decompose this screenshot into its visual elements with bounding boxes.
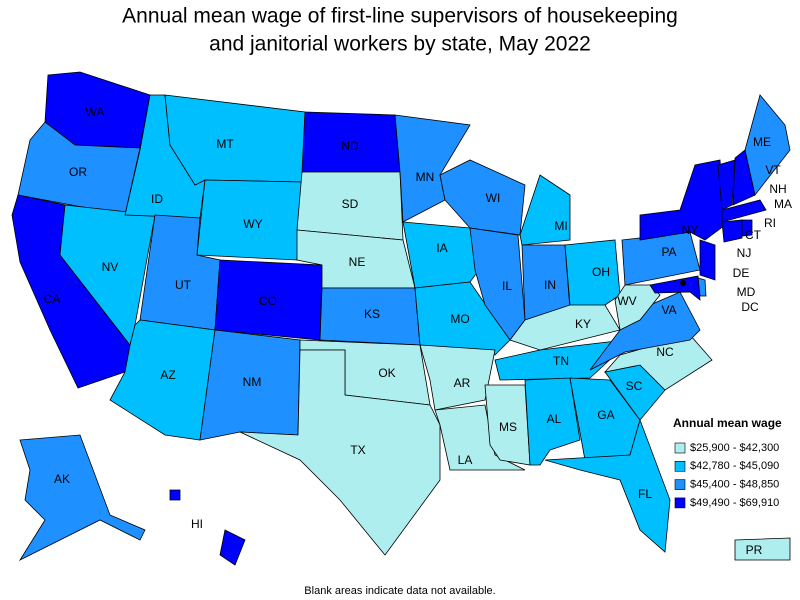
state-region — [239, 349, 441, 556]
legend-label: $49,490 - $69,910 — [690, 497, 779, 509]
state-region — [680, 280, 686, 286]
state-label: SC — [626, 379, 643, 393]
state-label: CO — [259, 294, 277, 308]
state-label: OH — [592, 265, 610, 279]
state-label: MS — [499, 420, 517, 434]
state-label: NC — [656, 345, 674, 359]
state-label: MT — [216, 137, 234, 151]
state-label: IN — [544, 278, 556, 292]
legend-swatch — [674, 479, 686, 490]
state-region — [744, 94, 791, 196]
state-label: PA — [661, 245, 676, 259]
state-label: NV — [102, 260, 119, 274]
state-region — [414, 281, 511, 356]
state-labels: WA OR CA NV ID MT WY UT AZ CO NM ND SD NE KS OK TX MN IA MO… — [44, 105, 792, 557]
legend-label: $25,900 - $42,300 — [690, 442, 779, 454]
legend-label: $45,400 - $48,850 — [690, 479, 779, 491]
state-label: NY — [682, 223, 699, 237]
legend-title: Annual mean wage — [673, 416, 782, 430]
state-region — [519, 174, 571, 246]
state-label: UT — [175, 278, 192, 292]
state-label: DC — [741, 300, 759, 314]
legend-swatch — [674, 497, 686, 509]
state-region — [434, 404, 526, 471]
title-line: Annual mean wage of first-line superviso… — [122, 5, 678, 28]
state-region — [439, 159, 526, 236]
state-label: NE — [349, 255, 366, 269]
state-label: TX — [350, 443, 365, 457]
state-label: SD — [342, 197, 359, 211]
state-label: KY — [575, 317, 591, 331]
state-label: MO — [450, 312, 469, 326]
state-label: WV — [617, 294, 636, 308]
legend: $25,900 - $42,300 $42,780 - $45,090 $45,40… — [674, 442, 779, 509]
state-label: LA — [458, 453, 473, 467]
state-region — [734, 537, 791, 561]
legend-label: $42,780 - $45,090 — [690, 460, 779, 472]
state-region — [699, 239, 716, 281]
state-region — [721, 199, 767, 223]
state-label: WY — [243, 217, 262, 231]
state-label: VT — [765, 163, 781, 177]
state-label: AK — [54, 472, 70, 486]
state-label: DE — [733, 266, 750, 280]
state-label: NJ — [737, 246, 752, 260]
state-label: TN — [553, 354, 569, 368]
state-label: WA — [86, 105, 105, 119]
state-label: IA — [436, 241, 447, 255]
states — [11, 71, 791, 566]
state-label: ND — [341, 139, 359, 153]
state-label: ME — [753, 135, 771, 149]
state-label: MN — [416, 170, 435, 184]
state-region — [419, 344, 496, 411]
state-region — [484, 384, 531, 466]
state-region — [169, 489, 181, 501]
state-label: MI — [554, 219, 567, 233]
state-label: AL — [547, 412, 562, 426]
state-label: RI — [764, 216, 776, 230]
title-line: and janitorial workers by state, May 202… — [209, 33, 591, 56]
state-label: VA — [661, 303, 676, 317]
state-label: IL — [502, 279, 512, 293]
state-region — [721, 219, 743, 243]
state-label: AZ — [160, 368, 175, 382]
state-label: MD — [737, 285, 756, 299]
state-label: WI — [486, 191, 501, 205]
state-label: PR — [746, 543, 763, 557]
note: Blank areas indicate data not available. — [304, 585, 495, 597]
state-label: NM — [243, 375, 262, 389]
state-label: CT — [745, 228, 762, 242]
state-label: ID — [151, 192, 163, 206]
state-region — [649, 275, 701, 301]
state-label: GA — [597, 408, 614, 422]
state-region — [544, 418, 671, 553]
legend-swatch — [674, 460, 686, 472]
state-region — [18, 434, 146, 561]
state-region — [717, 159, 736, 211]
state-label: MA — [774, 197, 792, 211]
state-label: OR — [69, 165, 87, 179]
legend-swatch — [674, 442, 686, 454]
state-label: CA — [44, 292, 61, 306]
state-label: HI — [191, 517, 203, 531]
state-label: OK — [378, 366, 395, 380]
state-region — [219, 529, 246, 566]
state-label: FL — [638, 487, 652, 501]
state-label: KS — [364, 307, 380, 321]
state-label: AR — [454, 376, 471, 390]
state-label: NH — [769, 182, 786, 196]
